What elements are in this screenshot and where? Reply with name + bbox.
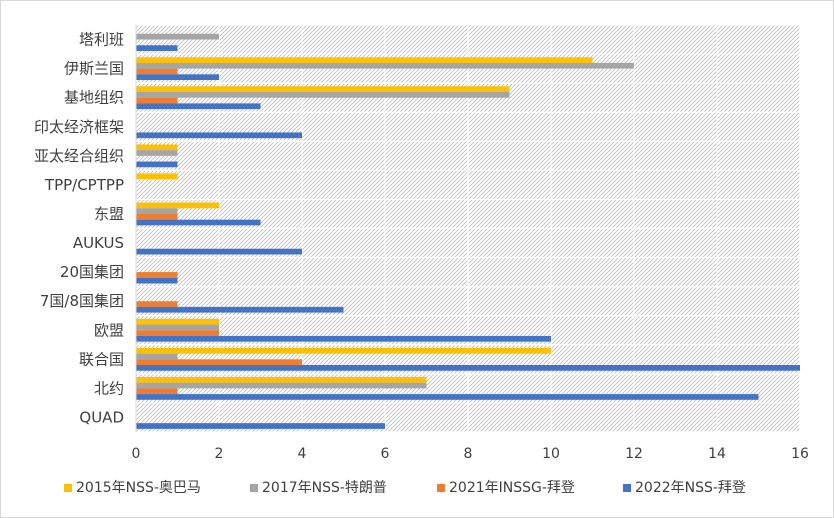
x-tick-label: 0	[132, 446, 141, 462]
x-tick-label: 6	[381, 446, 390, 462]
bar	[136, 277, 178, 284]
bar	[136, 359, 302, 366]
legend-label: 2015年NSS-奥巴马	[76, 479, 201, 496]
bar	[136, 161, 178, 168]
x-tick-label: 8	[464, 446, 473, 462]
bar	[136, 45, 178, 51]
bar	[136, 91, 510, 98]
category-label: AUKUS	[73, 234, 124, 252]
bar	[136, 347, 551, 354]
category-label: 印太经济框架	[34, 118, 124, 136]
bar	[136, 324, 219, 331]
bar	[136, 318, 219, 325]
category-label: 北约	[94, 379, 124, 397]
bar	[136, 68, 178, 75]
bar	[136, 86, 510, 92]
bar	[136, 144, 178, 151]
category-label: TPP/CPTPP	[44, 176, 124, 194]
bar	[136, 173, 178, 180]
bar	[136, 57, 593, 63]
bar	[136, 330, 219, 336]
x-tick-label: 16	[791, 446, 809, 462]
legend-swatch	[437, 484, 445, 492]
bar	[136, 62, 634, 69]
legend-swatch	[64, 484, 72, 492]
bar	[136, 376, 427, 383]
category-label: 基地组织	[64, 89, 124, 107]
bar	[136, 306, 344, 313]
x-tick-label: 12	[625, 446, 643, 462]
bar	[136, 219, 261, 226]
legend-label: 2017年NSS-特朗普	[262, 480, 387, 496]
x-tick-label: 14	[708, 446, 726, 462]
bar	[136, 382, 427, 389]
bar	[136, 74, 219, 81]
bar	[136, 335, 551, 342]
category-label: 伊斯兰国	[64, 60, 124, 78]
bar	[136, 248, 302, 255]
legend-label: 2022年NSS-拜登	[635, 480, 746, 496]
category-label: 欧盟	[94, 321, 124, 339]
bar	[136, 423, 385, 429]
bar	[136, 213, 178, 220]
bar	[136, 301, 178, 307]
bar	[136, 394, 759, 400]
x-tick-label: 2	[215, 446, 224, 462]
bar	[136, 202, 219, 209]
legend-label: 2021年INSSG-拜登	[449, 480, 575, 496]
bar	[136, 103, 261, 110]
category-label: 7国/8国集团	[40, 292, 124, 310]
bar	[136, 33, 219, 40]
legend-swatch	[250, 484, 258, 492]
x-tick-label: 10	[542, 446, 560, 462]
bar	[136, 272, 178, 278]
bar	[136, 388, 178, 395]
bar	[136, 132, 302, 139]
legend-swatch	[623, 484, 631, 492]
bar	[136, 353, 178, 360]
category-label: 联合国	[79, 350, 124, 368]
category-label: 东盟	[94, 205, 124, 223]
category-label: 塔利班	[79, 31, 124, 49]
category-label: 亚太经合组织	[34, 147, 124, 165]
bar	[136, 208, 178, 214]
x-tick-label: 4	[298, 446, 307, 462]
category-label: QUAD	[79, 408, 124, 426]
bar	[136, 150, 178, 156]
bar	[136, 97, 178, 104]
category-label: 20国集团	[60, 263, 124, 281]
bar	[136, 365, 800, 371]
